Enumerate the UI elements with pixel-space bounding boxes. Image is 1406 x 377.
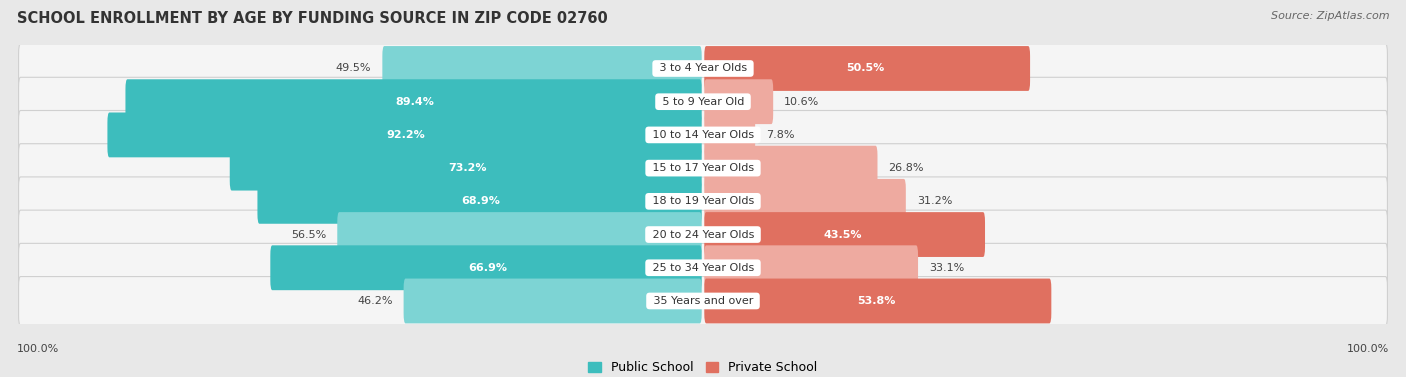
FancyBboxPatch shape (125, 79, 702, 124)
Text: 10.6%: 10.6% (785, 97, 820, 107)
Text: 15 to 17 Year Olds: 15 to 17 Year Olds (648, 163, 758, 173)
Text: 73.2%: 73.2% (449, 163, 486, 173)
Text: 10 to 14 Year Olds: 10 to 14 Year Olds (648, 130, 758, 140)
Text: 100.0%: 100.0% (1347, 344, 1389, 354)
FancyBboxPatch shape (404, 279, 702, 323)
FancyBboxPatch shape (704, 146, 877, 190)
Text: 53.8%: 53.8% (858, 296, 896, 306)
Text: 25 to 34 Year Olds: 25 to 34 Year Olds (648, 263, 758, 273)
FancyBboxPatch shape (704, 245, 918, 290)
Text: 68.9%: 68.9% (461, 196, 501, 206)
Text: 49.5%: 49.5% (336, 63, 371, 74)
FancyBboxPatch shape (18, 144, 1388, 193)
Text: SCHOOL ENROLLMENT BY AGE BY FUNDING SOURCE IN ZIP CODE 02760: SCHOOL ENROLLMENT BY AGE BY FUNDING SOUR… (17, 11, 607, 26)
Text: 18 to 19 Year Olds: 18 to 19 Year Olds (648, 196, 758, 206)
FancyBboxPatch shape (257, 179, 702, 224)
Text: 26.8%: 26.8% (889, 163, 924, 173)
Text: 50.5%: 50.5% (846, 63, 884, 74)
Text: 3 to 4 Year Olds: 3 to 4 Year Olds (655, 63, 751, 74)
Text: 5 to 9 Year Old: 5 to 9 Year Old (658, 97, 748, 107)
Legend: Public School, Private School: Public School, Private School (583, 356, 823, 377)
Text: 20 to 24 Year Olds: 20 to 24 Year Olds (648, 230, 758, 239)
FancyBboxPatch shape (18, 110, 1388, 159)
Text: 89.4%: 89.4% (395, 97, 434, 107)
Text: 92.2%: 92.2% (387, 130, 426, 140)
Text: 46.2%: 46.2% (357, 296, 392, 306)
FancyBboxPatch shape (704, 79, 773, 124)
FancyBboxPatch shape (704, 112, 755, 157)
FancyBboxPatch shape (704, 279, 1052, 323)
FancyBboxPatch shape (18, 277, 1388, 325)
FancyBboxPatch shape (229, 146, 702, 190)
Text: 35 Years and over: 35 Years and over (650, 296, 756, 306)
FancyBboxPatch shape (270, 245, 702, 290)
FancyBboxPatch shape (337, 212, 702, 257)
FancyBboxPatch shape (704, 179, 905, 224)
Text: 43.5%: 43.5% (824, 230, 862, 239)
Text: 33.1%: 33.1% (929, 263, 965, 273)
FancyBboxPatch shape (18, 243, 1388, 292)
FancyBboxPatch shape (18, 44, 1388, 93)
FancyBboxPatch shape (18, 177, 1388, 226)
Text: Source: ZipAtlas.com: Source: ZipAtlas.com (1271, 11, 1389, 21)
FancyBboxPatch shape (107, 112, 702, 157)
FancyBboxPatch shape (382, 46, 702, 91)
FancyBboxPatch shape (18, 77, 1388, 126)
FancyBboxPatch shape (704, 212, 986, 257)
Text: 100.0%: 100.0% (17, 344, 59, 354)
Text: 7.8%: 7.8% (766, 130, 794, 140)
Text: 31.2%: 31.2% (917, 196, 952, 206)
FancyBboxPatch shape (704, 46, 1031, 91)
Text: 56.5%: 56.5% (291, 230, 326, 239)
Text: 66.9%: 66.9% (468, 263, 508, 273)
FancyBboxPatch shape (18, 210, 1388, 259)
